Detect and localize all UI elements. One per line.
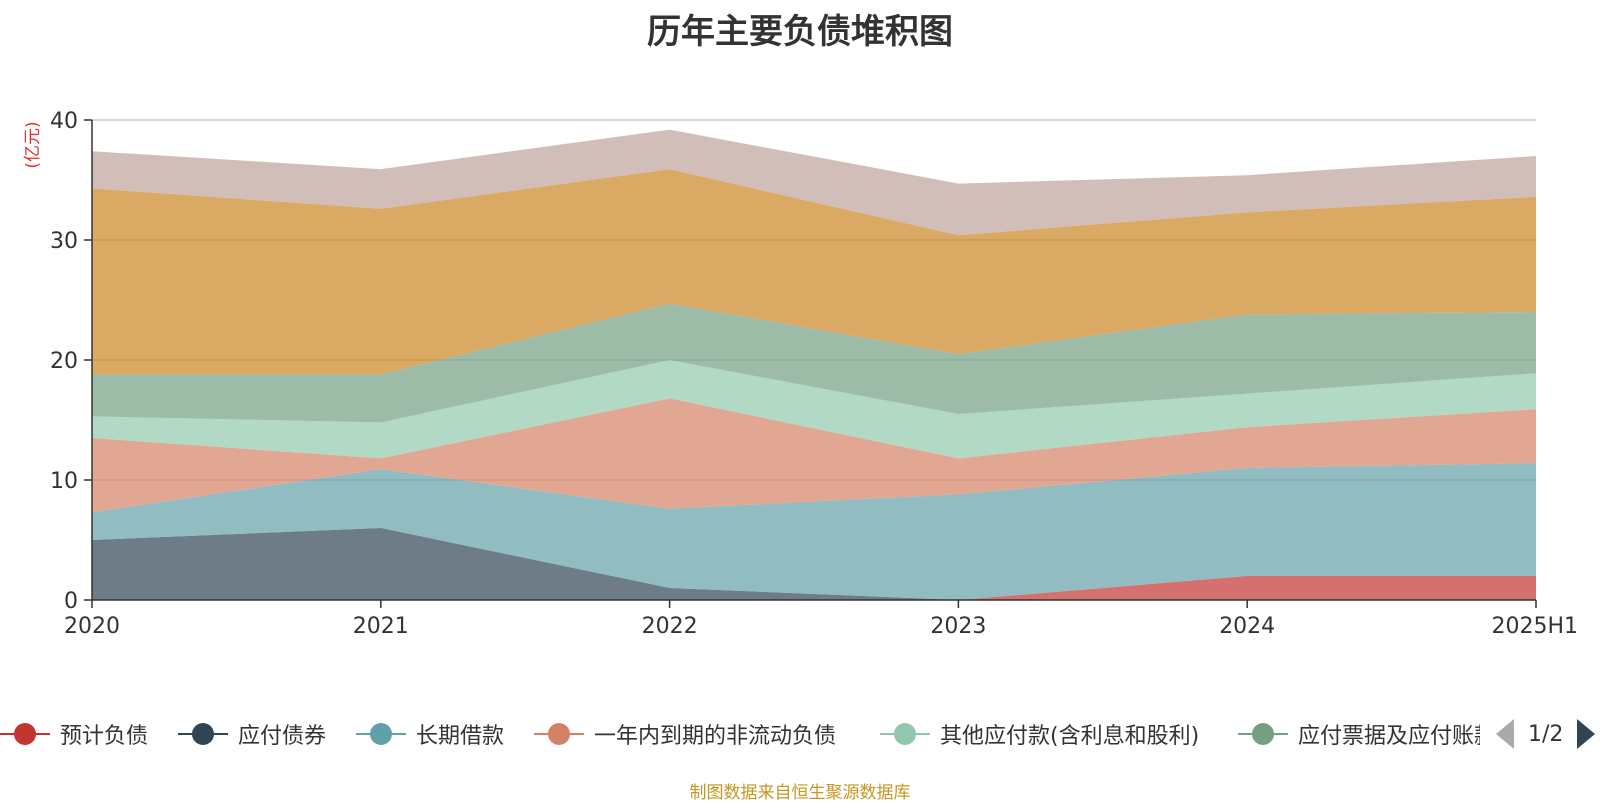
legend: 预计负债 应付债券 长期借款 一年内到期的非流动负债 其他应付款(含利息和股利) 应付票据… — [0, 712, 1480, 756]
legend-label: 预计负债 — [60, 724, 149, 749]
stacked-area-chart: 0 10 20 30 40 2020 2021 2022 2023 2024 2025H1 (亿元) — [23, 109, 1578, 639]
x-tick-label-2: 2022 — [642, 614, 698, 639]
legend-swatch-icon — [356, 723, 406, 745]
area-series-2 — [92, 463, 1536, 600]
x-tick-label-4: 2024 — [1219, 614, 1275, 639]
pager-text: 1/2 — [1528, 721, 1564, 747]
chart-title: 历年主要负债堆积图 — [647, 12, 953, 52]
y-tick-label-4: 40 — [50, 109, 78, 134]
x-tick-label-3: 2023 — [930, 614, 986, 639]
legend-label: 其他应付款(含利息和股利) — [940, 724, 1200, 749]
y-tick-label-1: 10 — [50, 469, 78, 494]
y-tick-label-3: 30 — [50, 229, 78, 254]
area-series-7 — [92, 129, 1536, 236]
legend-label: 长期借款 — [416, 724, 505, 749]
legend-label: 应付债券 — [238, 724, 327, 749]
area-series — [92, 129, 1536, 600]
area-series-3 — [92, 398, 1536, 513]
legend-label: 一年内到期的非流动负债 — [594, 724, 837, 749]
legend-swatch-icon — [1238, 723, 1288, 745]
y-tick-label-0: 0 — [64, 589, 78, 614]
legend-swatch-icon — [178, 723, 228, 745]
area-series-6 — [92, 169, 1536, 375]
legend-item-2[interactable]: 长期借款 — [356, 712, 504, 756]
area-series-1 — [92, 528, 1536, 600]
x-tick-label-5: 2025H1 — [1491, 614, 1578, 639]
legend-item-1[interactable]: 应付债券 — [178, 712, 326, 756]
area-series-4 — [92, 360, 1536, 459]
legend-pager: 1/2 — [1496, 712, 1596, 756]
legend-swatch-icon — [880, 723, 930, 745]
axes: 0 10 20 30 40 2020 2021 2022 2023 2024 2025H1 — [50, 109, 1578, 639]
area-series-5 — [92, 303, 1536, 423]
x-tick-label-0: 2020 — [64, 614, 120, 639]
y-tick-label-2: 20 — [50, 349, 78, 374]
legend-item-3[interactable]: 一年内到期的非流动负债 — [534, 712, 836, 756]
source-note: 制图数据来自恒生聚源数据库 — [689, 783, 911, 803]
legend-item-4[interactable]: 其他应付款(含利息和股利) — [880, 712, 1199, 756]
x-tick-label-1: 2021 — [353, 614, 409, 639]
y-axis-unit: (亿元) — [23, 121, 43, 168]
pager-prev-icon[interactable] — [1496, 719, 1514, 749]
legend-item-5[interactable]: 应付票据及应付账款 — [1238, 712, 1480, 756]
legend-swatch-icon — [534, 723, 584, 745]
pager-next-icon[interactable] — [1577, 719, 1596, 749]
area-series-0 — [92, 576, 1536, 600]
legend-item-0[interactable]: 预计负债 — [0, 712, 148, 756]
legend-swatch-icon — [0, 723, 50, 745]
legend-label: 应付票据及应付账款 — [1298, 724, 1480, 749]
